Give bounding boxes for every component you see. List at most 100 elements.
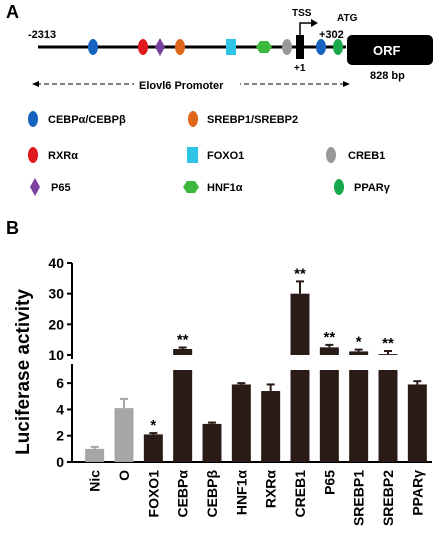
x-tick-label: CEBPα [175,470,191,518]
creb1-site [282,39,292,55]
plus-302-label: +302 [319,29,344,41]
x-tick-label: SREBP1 [351,470,367,526]
x-tick-label: PPARγ [409,470,425,516]
bar-group-5 [231,382,251,462]
bar-group-0 [85,445,105,462]
bar-group-7: ** [290,265,310,462]
bar [85,448,105,462]
panel-a-label: A [6,2,19,22]
cebp-site-2 [316,39,326,55]
legend-srebp-label: SREBP1/SREBP2 [207,114,298,126]
y-tick-label-upper-3: 40 [48,255,64,271]
legend-foxo1-icon [187,147,198,163]
x-tick-labels: Nic O FOXO1 CEBPα CEBPβ HNF1α RXRα CREB1 P65 SREB… [87,470,426,526]
legend-hnf1a-icon [183,181,199,193]
legend-cebp-icon [28,111,38,127]
x-tick-label: HNF1α [233,470,249,516]
atg-label: ATG [337,13,358,24]
bar-upper-segment [349,351,369,355]
y-tick-label-lower-2: 4 [56,401,64,417]
promoter-label-bg [134,77,240,91]
bar-group-9: * [349,334,369,462]
bar-group-4 [202,421,222,462]
p65-site [155,38,165,56]
y-tick-label-upper-0: 10 [48,347,64,363]
cebp-site-1 [88,39,98,55]
promoter-span-right-head [343,81,350,87]
legend-creb1-label: CREB1 [348,150,385,162]
tss-box [296,35,304,59]
legend-rxra-icon [28,147,38,163]
legend-creb1-icon [326,147,336,163]
significance-label: ** [294,265,306,282]
bar-group-1 [114,397,134,462]
y-tick-label-lower-0: 0 [56,454,64,470]
bars: ******* * ** [85,265,427,462]
bar-group-6 [261,383,281,462]
panel-b-label: B [6,218,19,238]
y-tick-label-lower-3: 6 [56,375,64,391]
legend-ppar-icon [334,179,344,195]
legend-p65-icon [30,178,40,196]
tss-arrow-head [311,19,318,27]
orf-label: ORF [373,43,401,58]
bar [202,423,222,462]
significance-label: * [150,417,156,434]
bar [114,408,134,462]
bar-group-10: ** [378,335,398,462]
bar-lower-segment [290,370,310,462]
legend-ppar-label: PPARγ [354,182,391,194]
x-tick-label: CREB1 [292,470,308,518]
legend-hnf1a-label: HNF1α [207,182,243,194]
bar-lower-segment [319,370,339,462]
promoter-label: Elovl6 Promoter [139,80,224,92]
tss-arrow [299,22,312,35]
legend: CEBPα/CEBPβ SREBP1/SREBP2 RXRα FOXO1 CRE… [28,111,391,196]
bar-lower-segment [173,370,193,462]
ppar-site [333,39,343,55]
bar-lower-segment [349,370,369,462]
x-tick-label: Nic [87,470,103,492]
bar [261,391,281,462]
x-tick-label: FOXO1 [145,470,161,518]
legend-p65-label: P65 [51,182,71,194]
significance-label: ** [177,332,189,349]
y-axis-label: Luciferase activity [13,289,34,455]
hnf1a-site [256,41,272,53]
bar-upper-segment [290,293,310,355]
legend-srebp-icon [188,111,198,127]
rxra-site [138,39,148,55]
x-tick-label: SREBP2 [380,470,396,526]
bar-group-11 [407,380,427,462]
srebp-site [175,39,185,55]
promoter-span-left-head [32,81,39,87]
bar-lower-segment [378,370,398,462]
foxo1-site [226,39,236,55]
bar [143,434,163,462]
plus-one-label: +1 [294,63,306,74]
significance-label: * [356,334,362,351]
legend-rxra-label: RXRα [48,150,78,162]
bar-upper-segment [319,347,339,355]
significance-label: ** [382,335,394,352]
orf-box [347,35,433,65]
axes: 0 2 4 6 10 20 30 40 [48,255,432,470]
y-tick-label-upper-2: 30 [48,286,64,302]
bar [231,384,251,462]
legend-foxo1-label: FOXO1 [207,150,244,162]
legend-cebp-label: CEBPα/CEBPβ [48,114,126,126]
orf-size-label: 828 bp [370,70,405,82]
tss-label: TSS [292,8,312,19]
y-tick-label-lower-1: 2 [56,428,64,444]
x-tick-label: RXRα [263,470,279,509]
start-position-label: -2313 [28,29,56,41]
bar-upper-segment [173,349,193,355]
x-tick-label: P65 [321,470,337,495]
bar-upper-segment [378,354,398,355]
x-tick-label: O [116,470,132,481]
bar-group-3: ** [173,332,193,462]
x-tick-label: CEBPβ [204,470,220,518]
y-tick-label-upper-1: 20 [48,316,64,332]
